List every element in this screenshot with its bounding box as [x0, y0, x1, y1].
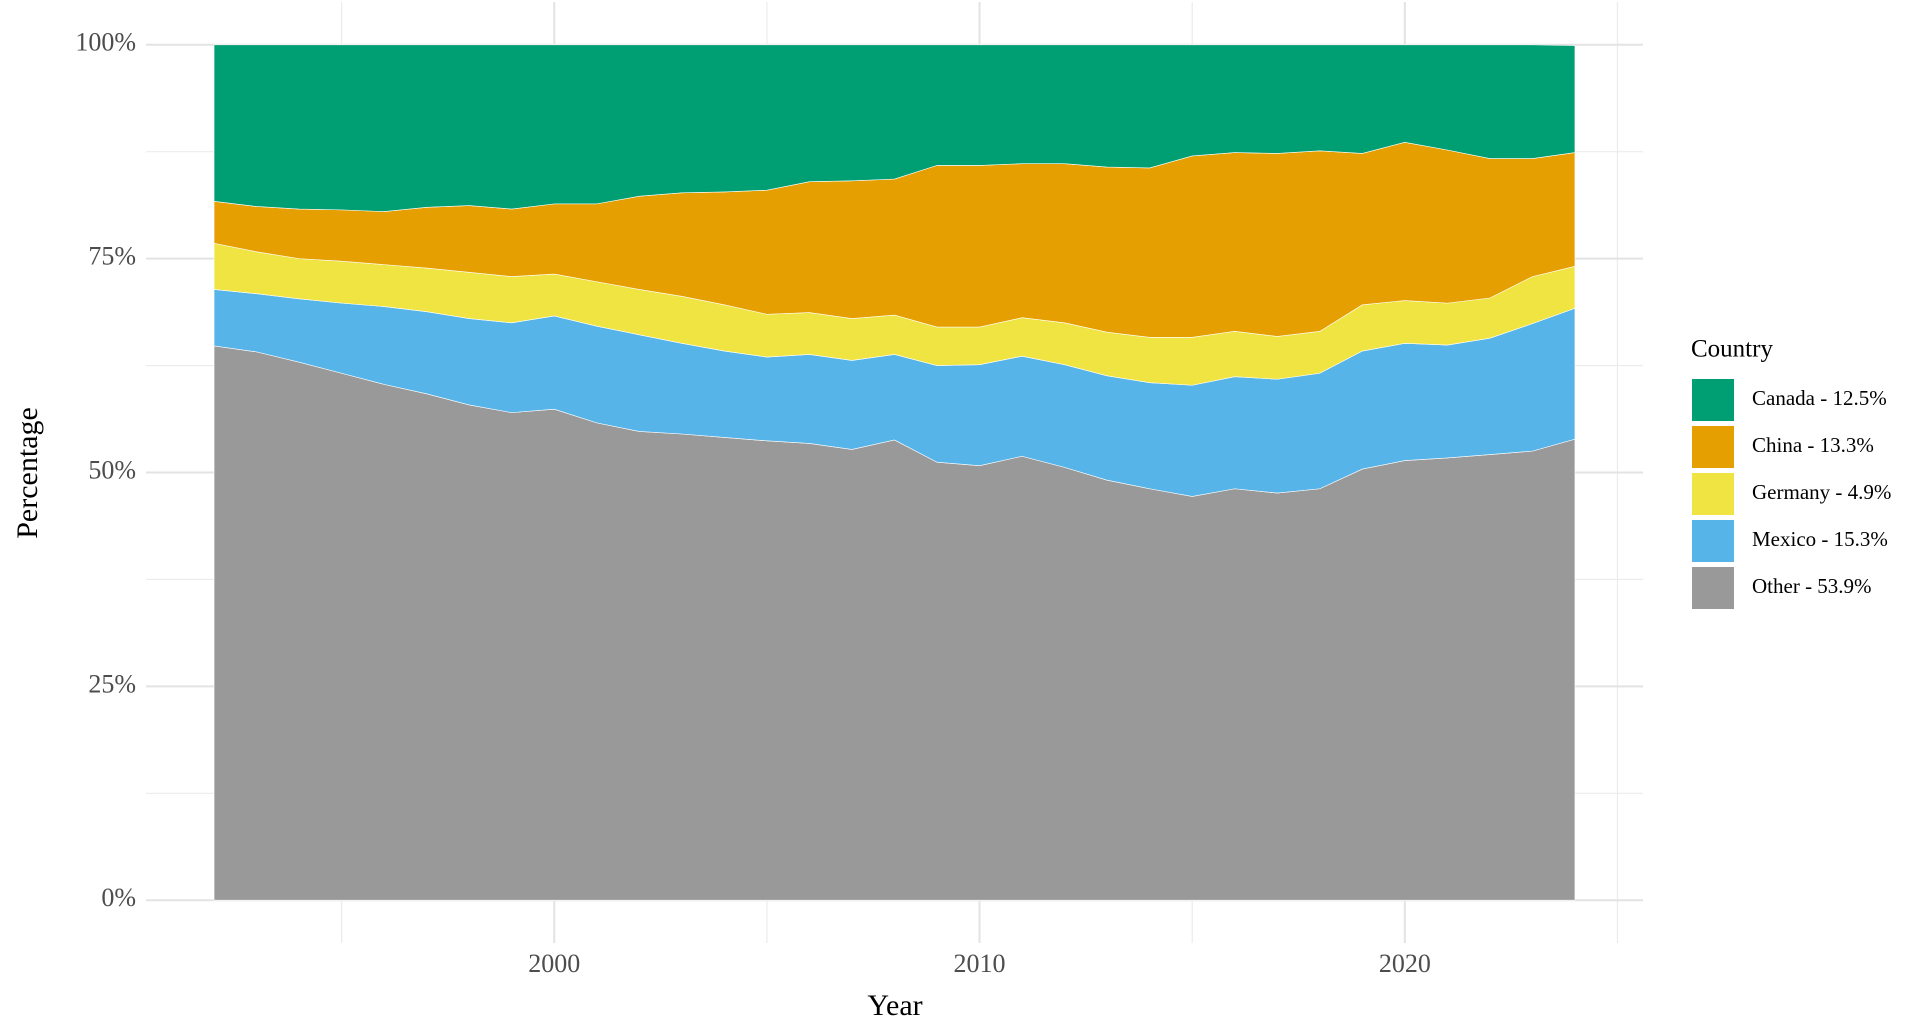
y-tick-label: 50% — [88, 455, 136, 484]
area — [213, 44, 1576, 212]
y-tick-label: 75% — [88, 242, 136, 271]
legend-swatch — [1692, 473, 1734, 515]
legend-label: China - 13.3% — [1752, 433, 1874, 457]
legend-label: Other - 53.9% — [1752, 574, 1872, 598]
y-tick-label: 100% — [75, 28, 136, 57]
legend-label: Germany - 4.9% — [1752, 480, 1891, 504]
legend-swatch — [1692, 520, 1734, 562]
legend-swatch — [1692, 379, 1734, 421]
x-tick-label: 2010 — [954, 949, 1006, 978]
legend-swatch — [1692, 426, 1734, 468]
legend-title: Country — [1691, 336, 1773, 363]
areas — [213, 44, 1576, 901]
legend-label: Mexico - 15.3% — [1752, 527, 1888, 551]
x-tick-label: 2020 — [1379, 949, 1431, 978]
x-axis-title: Year — [867, 989, 922, 1022]
labels: 2000 2010 2020 0% 25% 50% 75% 100% — [75, 28, 1431, 978]
legend-swatch — [1692, 567, 1734, 609]
y-tick-label: 25% — [88, 669, 136, 698]
x-tick-label: 2000 — [528, 949, 580, 978]
legend: Canada - 12.5% China - 13.3% Germany - 4.9… — [1692, 379, 1891, 609]
y-tick-label: 0% — [101, 883, 136, 912]
y-axis-title: Percentage — [11, 407, 44, 539]
legend-label: Canada - 12.5% — [1752, 386, 1887, 410]
